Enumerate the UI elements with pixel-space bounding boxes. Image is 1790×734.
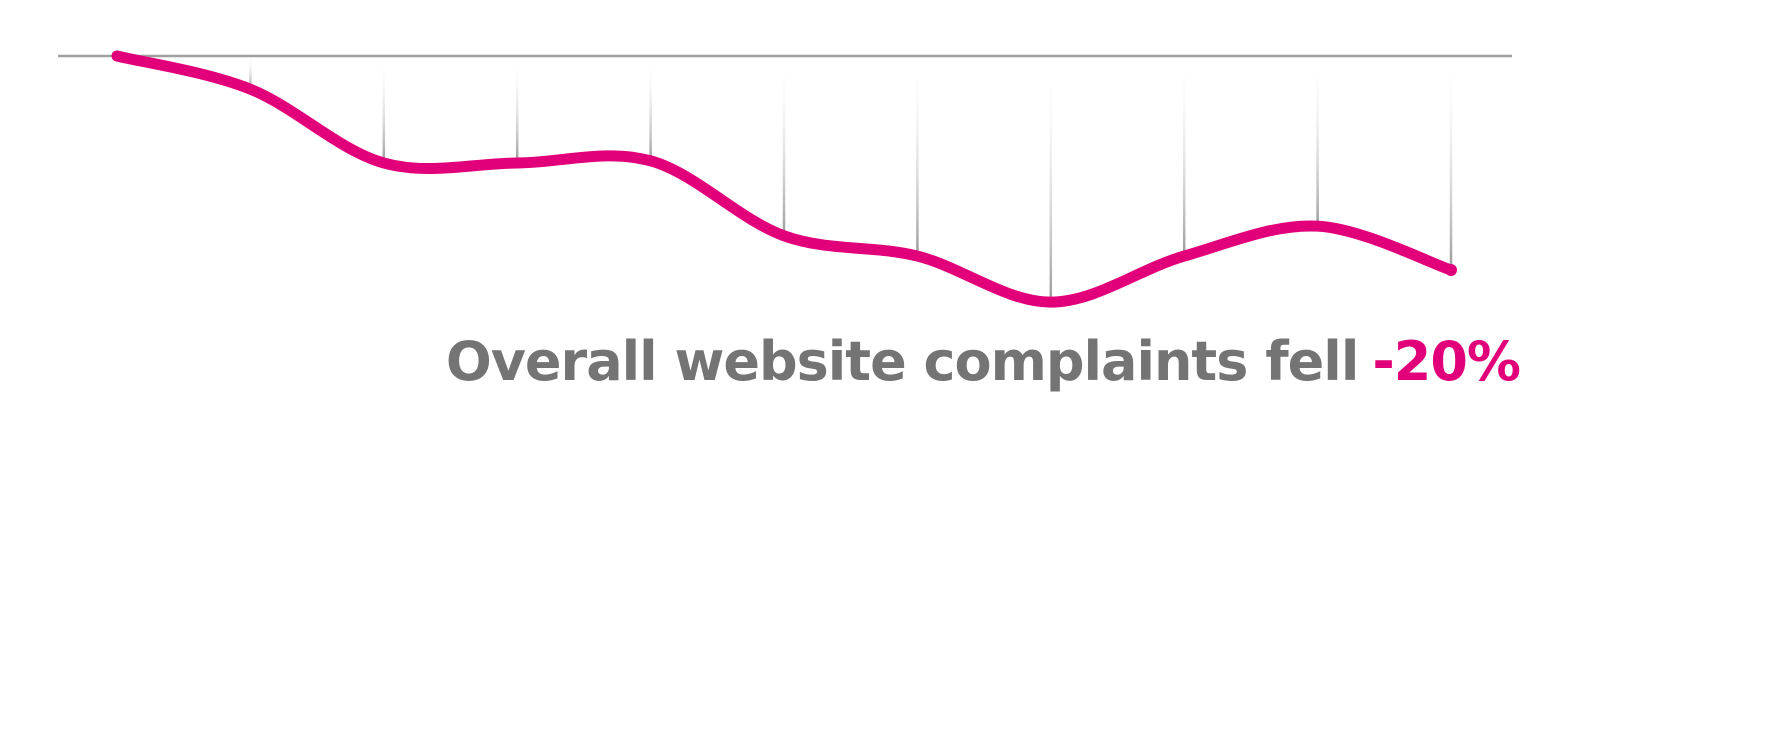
drop-line xyxy=(649,56,652,161)
drop-line xyxy=(382,56,386,163)
end-point xyxy=(1445,264,1457,276)
caption: Overall website complaints fell -20% xyxy=(445,330,1521,393)
caption-value: -20% xyxy=(1372,330,1521,393)
drop-line xyxy=(1449,56,1453,270)
caption-text: Overall website complaints fell xyxy=(445,330,1359,393)
drop-line xyxy=(916,56,919,257)
drop-line xyxy=(249,56,252,90)
series-line xyxy=(111,50,1457,308)
drop-line xyxy=(515,56,519,163)
drop-line xyxy=(1049,56,1053,303)
drop-line xyxy=(1316,56,1319,227)
drop-line xyxy=(782,56,786,236)
drop-line xyxy=(1182,56,1186,257)
